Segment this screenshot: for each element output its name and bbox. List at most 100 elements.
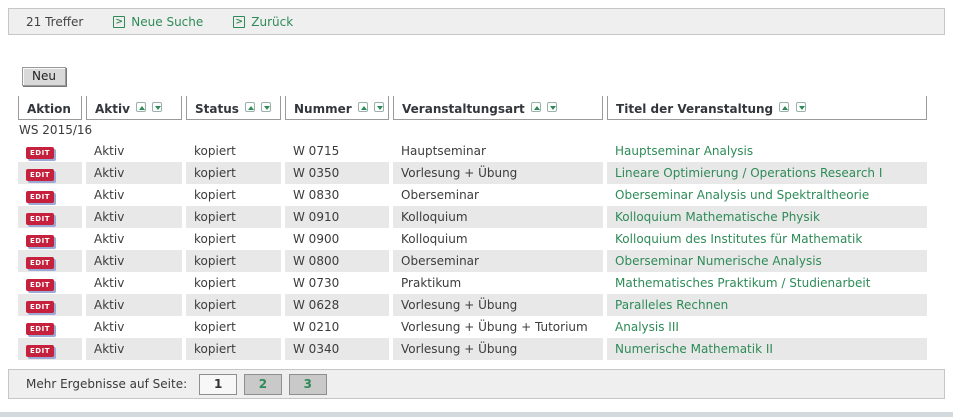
table-row: EDIT Aktiv kopiert W 0730 Praktikum Math…: [18, 272, 927, 294]
table-row: EDIT Aktiv kopiert W 0340 Vorlesung + Üb…: [18, 338, 928, 360]
course-title-link[interactable]: Kolloquium des Institutes für Mathematik: [615, 232, 863, 246]
edit-button[interactable]: EDIT: [26, 212, 54, 225]
sort-asc-icon[interactable]: [136, 102, 147, 112]
aktiv-cell: Aktiv: [86, 162, 182, 184]
back-link[interactable]: > Zurück: [233, 15, 293, 29]
column-label: Status: [195, 102, 239, 116]
course-title-link[interactable]: Paralleles Rechnen: [615, 298, 729, 312]
action-cell: EDIT: [18, 206, 82, 228]
aktiv-cell: Aktiv: [94, 320, 125, 334]
course-title-link[interactable]: Kolloquium Mathematische Physik: [615, 210, 820, 224]
sort-desc-icon[interactable]: [547, 102, 558, 112]
status-cell: kopiert: [194, 188, 236, 202]
nummer-cell: W 0910: [285, 206, 390, 228]
table-header-row: Aktion Aktiv Status Nummer Veranstaltung…: [18, 96, 928, 120]
veranstaltungsart-cell: Praktikum: [401, 276, 462, 290]
table-row: EDIT Aktiv kopiert W 0715 Hauptseminar H…: [18, 140, 927, 162]
course-title-link[interactable]: Numerische Mathematik II: [615, 342, 773, 356]
titel-cell: Numerische Mathematik II: [607, 338, 928, 360]
action-cell: EDIT: [18, 316, 82, 338]
page-button-3[interactable]: 3: [288, 373, 327, 395]
aktiv-cell: Aktiv: [94, 188, 125, 202]
arrow-box-icon: >: [233, 15, 246, 28]
sort-asc-icon[interactable]: [530, 102, 541, 112]
action-cell: EDIT: [18, 272, 82, 294]
veranstaltungsart-cell: Hauptseminar: [401, 144, 486, 158]
sort-asc-icon[interactable]: [357, 102, 368, 112]
titel-cell: Analysis III: [607, 316, 927, 338]
sort-desc-icon[interactable]: [374, 102, 385, 112]
new-search-label: Neue Suche: [131, 14, 204, 29]
course-title-link[interactable]: Mathematisches Praktikum / Studienarbeit: [615, 276, 871, 290]
action-cell: EDIT: [18, 140, 82, 162]
results-count: 21 Treffer: [26, 14, 84, 29]
nummer-cell: W 0628: [285, 294, 390, 316]
semester-group-row: WS 2015/16: [18, 120, 928, 140]
edit-button[interactable]: EDIT: [26, 322, 54, 335]
edit-button[interactable]: EDIT: [26, 234, 54, 247]
edit-button[interactable]: EDIT: [26, 168, 54, 181]
veranstaltungsart-cell: Kolloquium: [393, 206, 604, 228]
page-button-1[interactable]: 1: [199, 373, 238, 395]
course-table-body: WS 2015/16 EDIT Aktiv kopiert W 0715 Hau…: [18, 120, 928, 360]
pagination-buttons: 1 2 3: [199, 373, 330, 395]
status-cell: kopiert: [186, 250, 281, 272]
sort-asc-icon[interactable]: [779, 102, 790, 112]
table-row: EDIT Aktiv kopiert W 0910 Kolloquium Kol…: [18, 206, 928, 228]
pagination-bar: Mehr Ergebnisse auf Seite: 1 2 3: [8, 369, 945, 399]
column-header-titel: Titel der Veranstaltung: [607, 96, 928, 120]
pagination-label: Mehr Ergebnisse auf Seite:: [26, 377, 188, 391]
sort-desc-icon[interactable]: [152, 102, 163, 112]
titel-cell: Paralleles Rechnen: [607, 294, 928, 316]
column-header-nummer: Nummer: [285, 96, 390, 120]
course-title-link[interactable]: Lineare Optimierung / Operations Researc…: [615, 166, 883, 180]
edit-button[interactable]: EDIT: [26, 300, 54, 313]
status-cell: kopiert: [186, 162, 281, 184]
table-row: EDIT Aktiv kopiert W 0900 Kolloquium Kol…: [18, 228, 927, 250]
sort-asc-icon[interactable]: [245, 102, 256, 112]
table-row: EDIT Aktiv kopiert W 0210 Vorlesung + Üb…: [18, 316, 927, 338]
table-row: EDIT Aktiv kopiert W 0628 Vorlesung + Üb…: [18, 294, 928, 316]
aktiv-cell: Aktiv: [94, 232, 125, 246]
column-header-veranstaltungsart: Veranstaltungsart: [393, 96, 604, 120]
top-nav-bar: 21 Treffer > Neue Suche > Zurück: [8, 8, 945, 35]
new-search-link[interactable]: > Neue Suche: [113, 15, 203, 29]
course-title-link[interactable]: Oberseminar Analysis und Spektraltheorie: [615, 188, 870, 202]
titel-cell: Kolloquium Mathematische Physik: [607, 206, 928, 228]
course-table: Aktion Aktiv Status Nummer Veranstaltung…: [14, 96, 931, 360]
nummer-cell: W 0730: [293, 276, 340, 290]
titel-cell: Kolloquium des Institutes für Mathematik: [607, 228, 927, 250]
status-cell: kopiert: [186, 294, 281, 316]
course-title-link[interactable]: Analysis III: [615, 320, 679, 334]
edit-button[interactable]: EDIT: [26, 256, 54, 269]
status-cell: kopiert: [194, 232, 236, 246]
edit-button[interactable]: EDIT: [26, 146, 54, 159]
column-label: Titel der Veranstaltung: [616, 102, 774, 116]
aktiv-cell: Aktiv: [86, 338, 182, 360]
edit-button[interactable]: EDIT: [26, 190, 54, 203]
status-cell: kopiert: [194, 276, 236, 290]
status-cell: kopiert: [186, 338, 281, 360]
page-bottom-edge: [0, 412, 953, 417]
column-header-aktiv: Aktiv: [86, 96, 182, 120]
nummer-cell: W 0715: [293, 144, 340, 158]
edit-button[interactable]: EDIT: [26, 344, 54, 357]
status-cell: kopiert: [186, 206, 281, 228]
new-entry-button[interactable]: Neu: [22, 67, 66, 86]
action-cell: EDIT: [18, 184, 82, 206]
course-title-link[interactable]: Hauptseminar Analysis: [615, 144, 754, 158]
veranstaltungsart-cell: Vorlesung + Übung + Tutorium: [401, 320, 588, 334]
veranstaltungsart-cell: Vorlesung + Übung: [393, 162, 604, 184]
sort-desc-icon[interactable]: [795, 102, 806, 112]
nummer-cell: W 0210: [293, 320, 340, 334]
sort-desc-icon[interactable]: [261, 102, 272, 112]
action-cell: EDIT: [18, 250, 82, 272]
page-button-2[interactable]: 2: [243, 373, 282, 395]
nummer-cell: W 0350: [285, 162, 390, 184]
nummer-cell: W 0800: [285, 250, 390, 272]
edit-button[interactable]: EDIT: [26, 278, 54, 291]
back-label: Zurück: [251, 14, 294, 29]
column-header-status: Status: [186, 96, 281, 120]
titel-cell: Hauptseminar Analysis: [607, 140, 927, 162]
course-title-link[interactable]: Oberseminar Numerische Analysis: [615, 254, 822, 268]
